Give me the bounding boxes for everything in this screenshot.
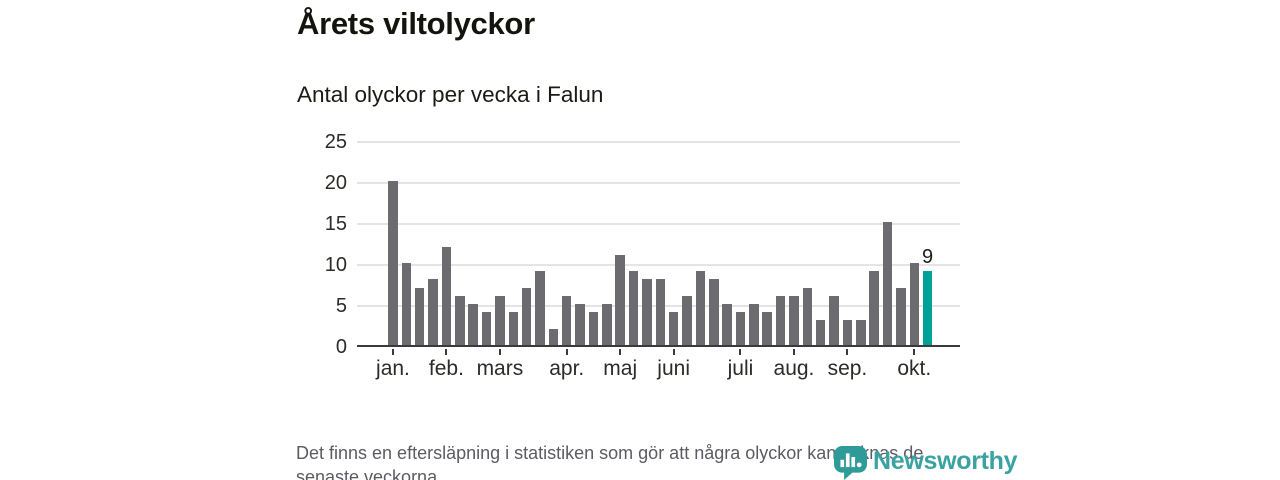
plot-area [357, 141, 960, 347]
x-tick-mars [498, 349, 501, 355]
gridline-y-10 [357, 264, 960, 266]
last-bar-value-label: 9 [922, 246, 934, 269]
bar-week-8 [481, 312, 492, 345]
x-axis-label-feb: feb. [428, 357, 464, 380]
bar-week-17 [602, 304, 612, 345]
y-axis-label-25: 25 [324, 131, 347, 153]
bar-week-2 [401, 263, 412, 345]
chart-subtitle: Antal olyckor per vecka i Falun [297, 82, 604, 107]
newsworthy-logo: Newsworthy [834, 446, 1018, 480]
x-tick-apr [565, 349, 568, 355]
bar-week-12 [535, 271, 545, 345]
x-tick-feb [445, 349, 448, 355]
bar-week-5 [441, 246, 452, 345]
x-tick-jan [391, 349, 394, 355]
gridline-y-20 [357, 182, 960, 184]
page-title: Årets viltolyckor [297, 6, 535, 41]
bar-week-1 [388, 181, 398, 345]
bar-week-38 [882, 222, 893, 345]
bar-week-36 [856, 320, 866, 345]
bar-week-18 [615, 254, 625, 345]
y-axis-label-10: 10 [324, 254, 347, 276]
x-axis-label-mars: mars [476, 357, 524, 380]
newsworthy-bubble-barchart-icon [834, 446, 867, 480]
bar-week-14 [561, 295, 572, 345]
gridline-y-15 [357, 223, 960, 225]
x-tick-juli [739, 349, 742, 355]
bar-week-31 [789, 295, 799, 345]
bar-week-10 [508, 312, 519, 345]
bar-week-28 [749, 304, 759, 345]
bar-week-40 [909, 263, 919, 345]
x-axis-label-juni: juni [657, 357, 690, 380]
x-axis-label-apr: apr. [549, 357, 585, 380]
bar-week-9 [495, 295, 505, 345]
bar-week-11 [521, 287, 532, 345]
y-axis-label-15: 15 [324, 213, 347, 235]
x-axis-label-aug: aug. [773, 357, 815, 380]
bar-week-22 [668, 312, 679, 345]
y-axis-label-5: 5 [335, 295, 347, 317]
x-axis-label-okt: okt. [897, 357, 932, 380]
x-tick-sep [846, 349, 849, 355]
bar-week-19 [628, 271, 639, 345]
footnote-line-1: Det finns en eftersläpning i statistiken… [296, 443, 924, 463]
y-axis-label-20: 20 [324, 172, 347, 194]
bar-week-39 [896, 287, 906, 345]
x-tick-maj [619, 349, 622, 355]
x-axis-label-sep: sep. [827, 357, 868, 380]
y-axis-label-0: 0 [335, 336, 347, 358]
bar-week-16 [588, 312, 599, 345]
x-axis-label-maj: maj [603, 357, 638, 380]
bar-week-4 [428, 279, 438, 345]
bar-week-26 [722, 304, 732, 345]
bar-week-24 [695, 271, 706, 345]
chart-footnote: Det finns en eftersläpning i statistiken… [296, 441, 923, 480]
bar-week-21 [655, 279, 666, 345]
bar-week-25 [709, 279, 719, 345]
gridline-y-25 [357, 141, 960, 144]
highlighted-bar-week-41 [922, 271, 933, 345]
bar-week-35 [842, 320, 853, 345]
bar-week-15 [575, 304, 585, 345]
bar-week-13 [548, 328, 559, 345]
x-axis-label-jan: jan. [376, 357, 410, 380]
x-tick-juni [672, 349, 675, 355]
bar-week-3 [414, 287, 425, 345]
x-axis-label-juli: juli [727, 357, 754, 380]
bar-week-30 [775, 295, 786, 345]
x-tick-aug [792, 349, 795, 355]
bar-week-32 [802, 287, 813, 345]
bar-week-37 [869, 271, 879, 345]
bar-week-23 [682, 295, 692, 345]
bar-week-7 [468, 304, 478, 345]
x-tick-okt [913, 349, 916, 355]
bar-week-34 [829, 295, 839, 345]
bar-week-6 [455, 295, 465, 345]
bar-week-33 [815, 320, 826, 345]
newsworthy-logo-text: Newsworthy [873, 447, 1018, 475]
bar-week-27 [735, 312, 746, 345]
footnote-line-2: senaste veckorna. [296, 467, 443, 480]
bar-week-29 [762, 312, 772, 345]
bar-week-20 [642, 279, 652, 345]
